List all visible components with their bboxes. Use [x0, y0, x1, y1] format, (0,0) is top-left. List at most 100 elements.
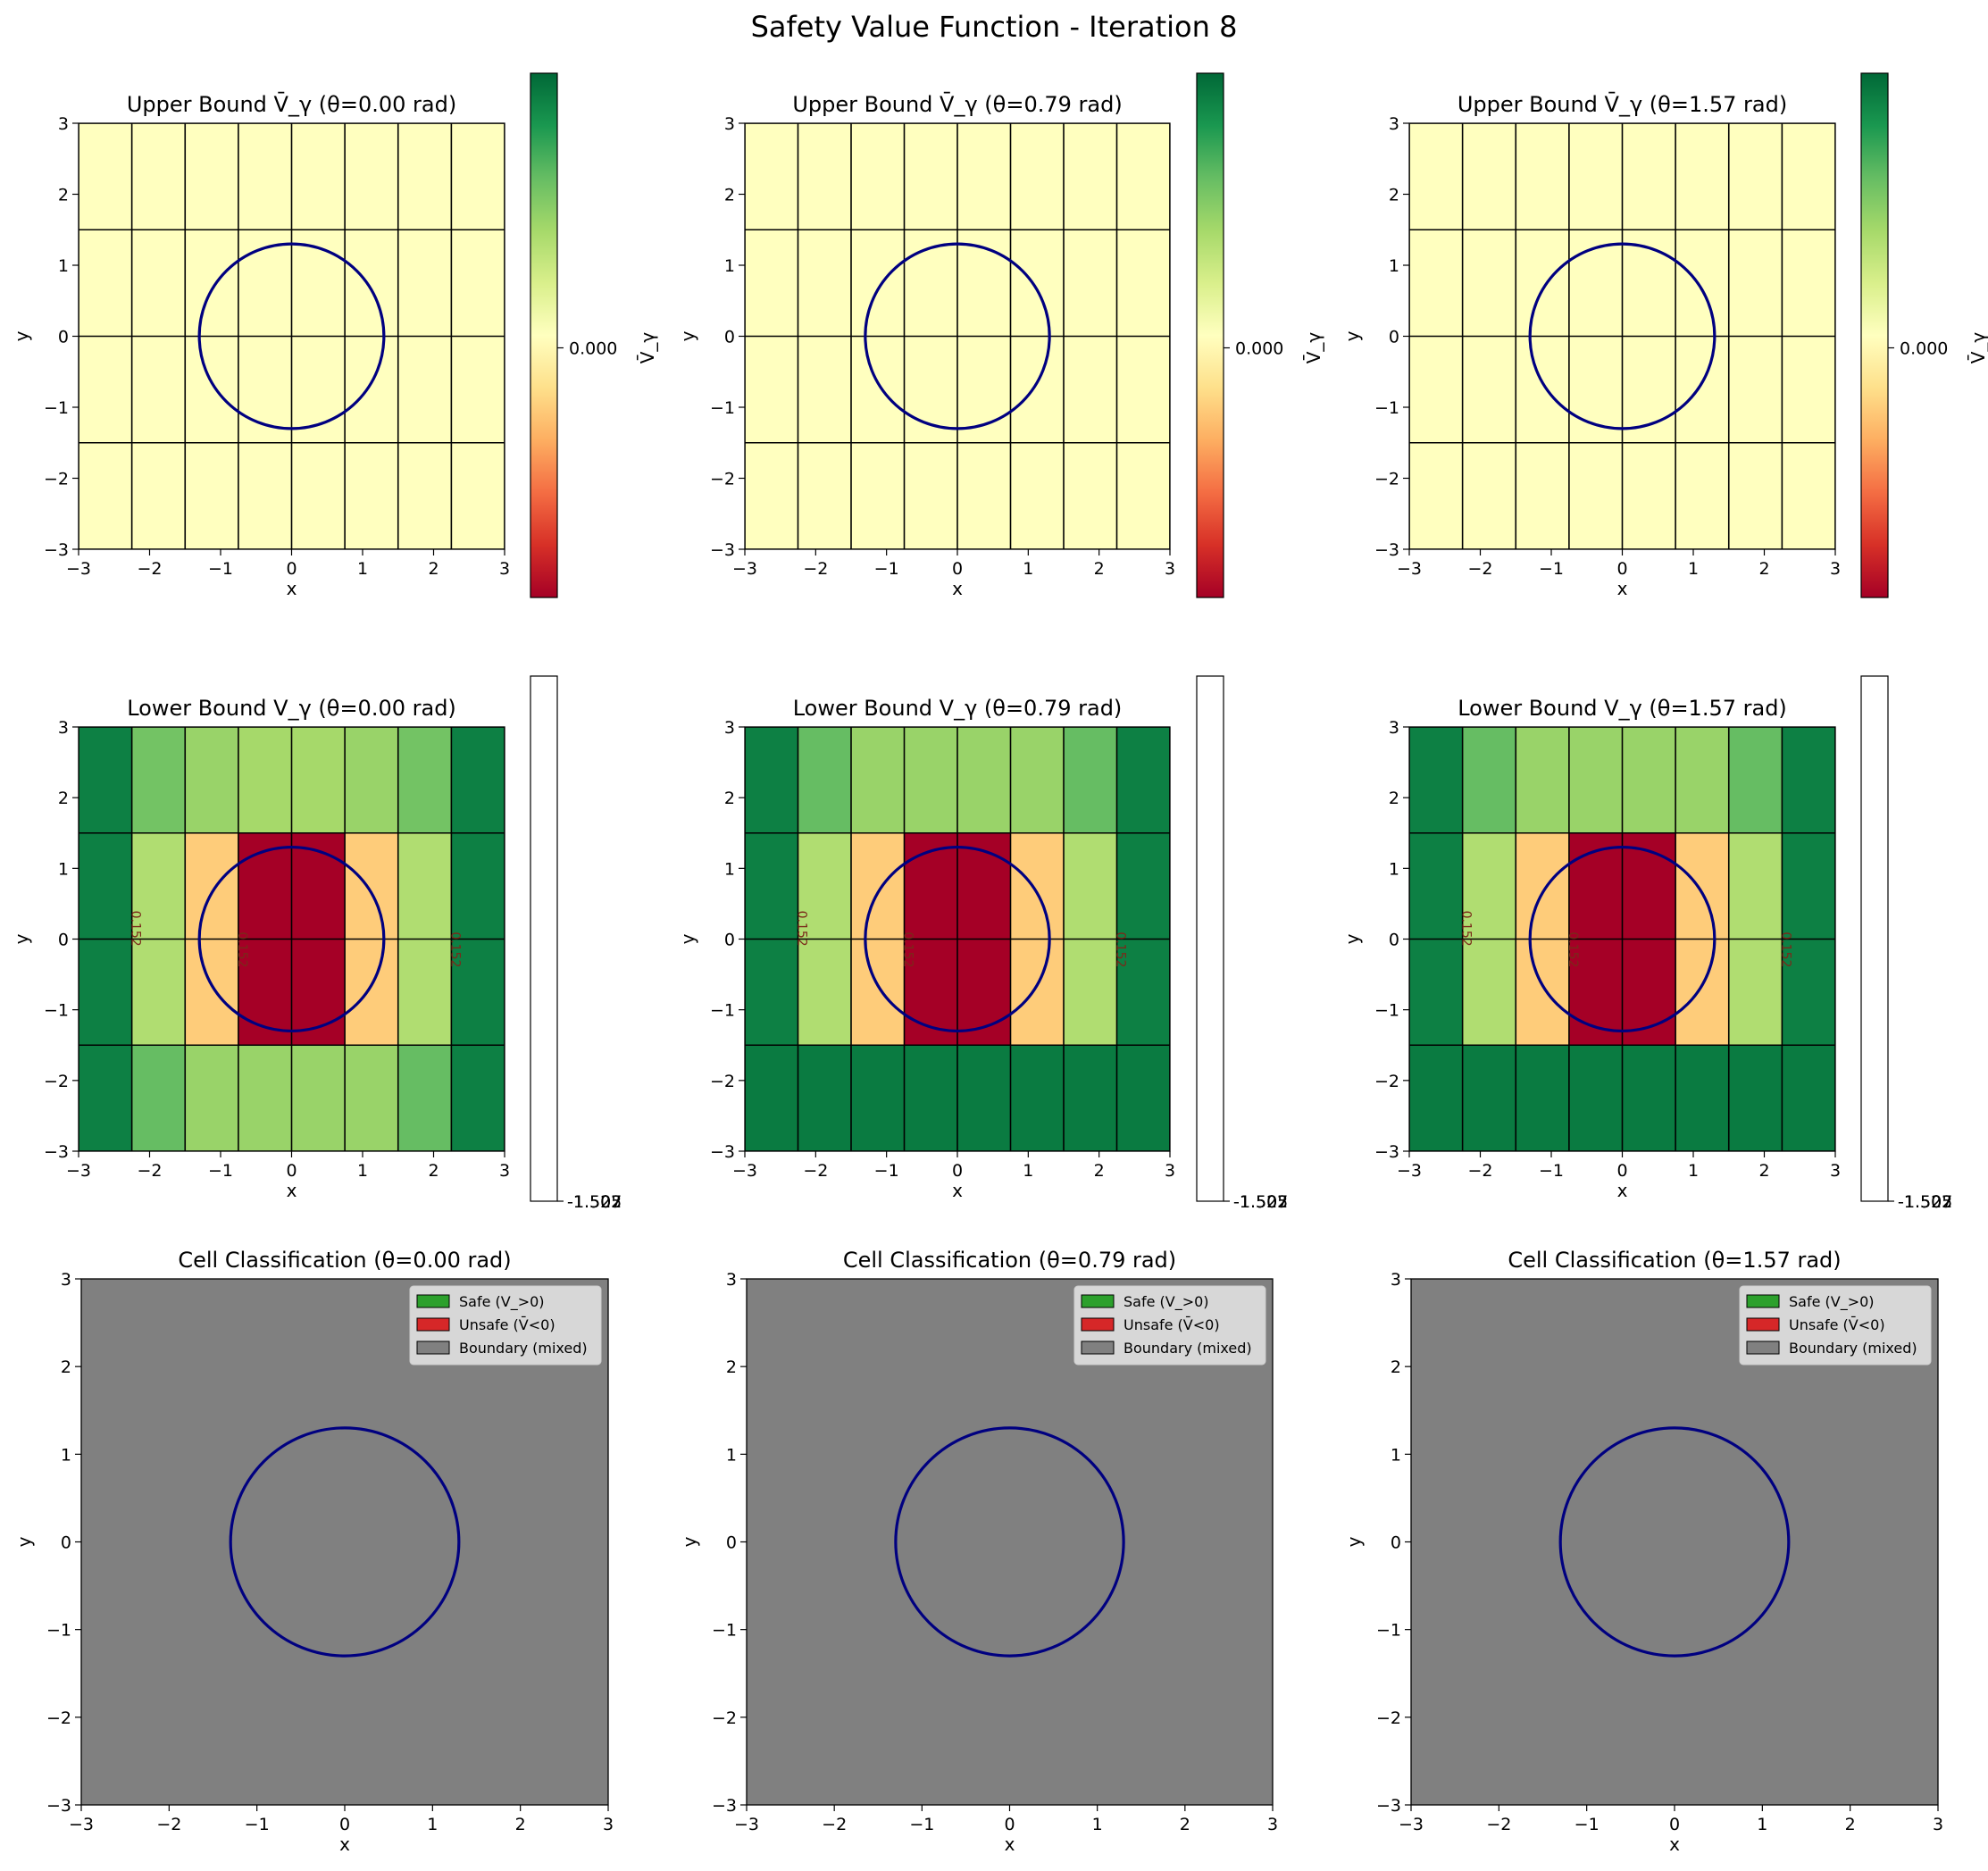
legend-swatch: [1081, 1317, 1115, 1332]
y-tick-label: 1: [1389, 256, 1399, 276]
plot-area: [745, 123, 1170, 549]
heatmap-cell: [1409, 442, 1464, 549]
colorbar: -1.525-1.502-1.507: [1196, 675, 1288, 1212]
colorbar-tick-label: -1.525: [567, 1192, 622, 1212]
x-tick-label: 2: [1758, 1161, 1769, 1181]
colorbar-tick-label: -1.502: [1233, 1192, 1288, 1212]
heatmap-cell: [79, 230, 133, 337]
y-tick-label: 1: [1389, 859, 1399, 879]
x-tick-label: −2: [1486, 1815, 1511, 1834]
plot-area: 0.152 0.152 0.152: [79, 727, 505, 1151]
heatmap-cell: [1516, 123, 1570, 230]
figure-title: Safety Value Function - Iteration 8: [751, 10, 1238, 44]
heatmap-cell: [131, 727, 186, 834]
obstacle-circle: [229, 1426, 461, 1658]
heatmap-cell: [1116, 1045, 1170, 1151]
legend-swatch: [1746, 1341, 1780, 1355]
heatmap-cell: [291, 1045, 346, 1151]
legend-label: Boundary (mixed): [459, 1340, 588, 1357]
x-tick-label: −3: [734, 1815, 759, 1834]
heatmap-cell: [131, 336, 186, 444]
heatmap-cell: [1675, 832, 1730, 940]
heatmap-cell: [1782, 727, 1835, 834]
heatmap-cell: [745, 1045, 798, 1151]
y-tick-label: −3: [1374, 1142, 1399, 1162]
heatmap-cell: [291, 832, 346, 940]
heatmap-cell: [1462, 230, 1516, 337]
x-tick-label: 0: [1669, 1815, 1680, 1834]
heatmap-cell: [1116, 230, 1170, 337]
heatmap-cell: [451, 442, 505, 549]
colorbar: -1.525-1.502-1.507: [1860, 675, 1952, 1212]
y-tick-label: 2: [1391, 1357, 1401, 1377]
heatmap-cell: [1409, 832, 1464, 940]
heatmap-cell: [1622, 230, 1676, 337]
heatmap-cell: [1516, 336, 1570, 444]
x-tick-label: −2: [137, 1161, 162, 1181]
y-tick-label: −3: [710, 540, 735, 560]
heatmap-cell: [1622, 832, 1676, 940]
y-tick-label: 2: [724, 789, 735, 808]
y-tick-label: −2: [712, 1708, 737, 1728]
heatmap-cell: [1516, 939, 1570, 1046]
heatmap-cell: [1116, 336, 1170, 444]
y-tick-label: −1: [1374, 1001, 1399, 1021]
x-tick-label: 3: [499, 1161, 510, 1181]
y-tick-label: 1: [1391, 1445, 1401, 1465]
plot-area: [1411, 1279, 1938, 1805]
x-axis-label: x: [339, 1833, 350, 1855]
heatmap-cell: [291, 230, 346, 337]
subplot-1-2: −3−3 −2 −2 −1 −1 0 0 1 1 2 2 3 3 x y Upper Bound V̄_γ (…: [677, 72, 1324, 599]
legend-swatch: [416, 1317, 450, 1332]
y-tick-label: −1: [710, 398, 735, 418]
legend-label: Unsafe (V̄<0): [1789, 1316, 1885, 1333]
heatmap-cell: [79, 123, 133, 230]
contour-label: 0.152: [129, 911, 143, 947]
y-axis-label: y: [677, 933, 698, 944]
y-axis-label: y: [1343, 1536, 1365, 1547]
heatmap-cell: [1116, 832, 1170, 940]
legend-label: Unsafe (V̄<0): [1123, 1316, 1220, 1333]
heatmap-cell: [1409, 123, 1464, 230]
subplot-title: Cell Classification (θ=0.79 rad): [843, 1248, 1176, 1273]
heatmap-cell: [1675, 939, 1730, 1046]
heatmap-cell: [397, 832, 452, 940]
subplot-title: Lower Bound V_γ (θ=0.79 rad): [793, 696, 1123, 721]
heatmap-cell: [1622, 123, 1676, 230]
heatmap-cell: [1782, 832, 1835, 940]
heatmap-cell: [397, 939, 452, 1046]
x-tick-label: −1: [245, 1815, 270, 1834]
x-axis-label: x: [287, 578, 297, 599]
legend: Safe (V_>0) Unsafe (V̄<0) Boundary (mixed): [1073, 1285, 1266, 1366]
contour-label: 0.152: [1566, 931, 1580, 967]
heatmap-cell: [1516, 832, 1570, 940]
heatmap-cell: [745, 123, 798, 230]
y-tick-label: 1: [724, 256, 735, 276]
heatmap-cell: [1064, 1045, 1117, 1151]
y-tick-label: 0: [1389, 328, 1399, 347]
heatmap-cell: [451, 336, 505, 444]
plot-area: [1409, 123, 1835, 549]
y-tick-label: −2: [710, 1072, 735, 1091]
y-axis-label: y: [11, 330, 32, 341]
heatmap-cell: [1675, 727, 1730, 834]
heatmap-cell: [397, 123, 452, 230]
y-tick-label: 1: [726, 1445, 737, 1465]
heatmap-cell: [1516, 727, 1570, 834]
heatmap-cell: [397, 727, 452, 834]
heatmap-cell: [238, 832, 292, 940]
y-tick-label: 2: [61, 1357, 71, 1377]
x-tick-label: 0: [1004, 1815, 1015, 1834]
y-tick-label: −2: [44, 1072, 69, 1091]
heatmap-cell: [1064, 939, 1117, 1046]
y-tick-label: 1: [724, 859, 735, 879]
x-tick-label: 2: [515, 1815, 526, 1834]
obstacle-circle: [1558, 1426, 1791, 1658]
heatmap-cell: [345, 442, 399, 549]
heatmap-cell: [1568, 832, 1623, 940]
heatmap-cell: [1728, 442, 1783, 549]
colorbar-tick-label: -1.502: [1898, 1192, 1952, 1212]
heatmap-cell: [957, 230, 1011, 337]
x-tick-label: 1: [1688, 559, 1699, 579]
heatmap-cell: [451, 939, 505, 1046]
